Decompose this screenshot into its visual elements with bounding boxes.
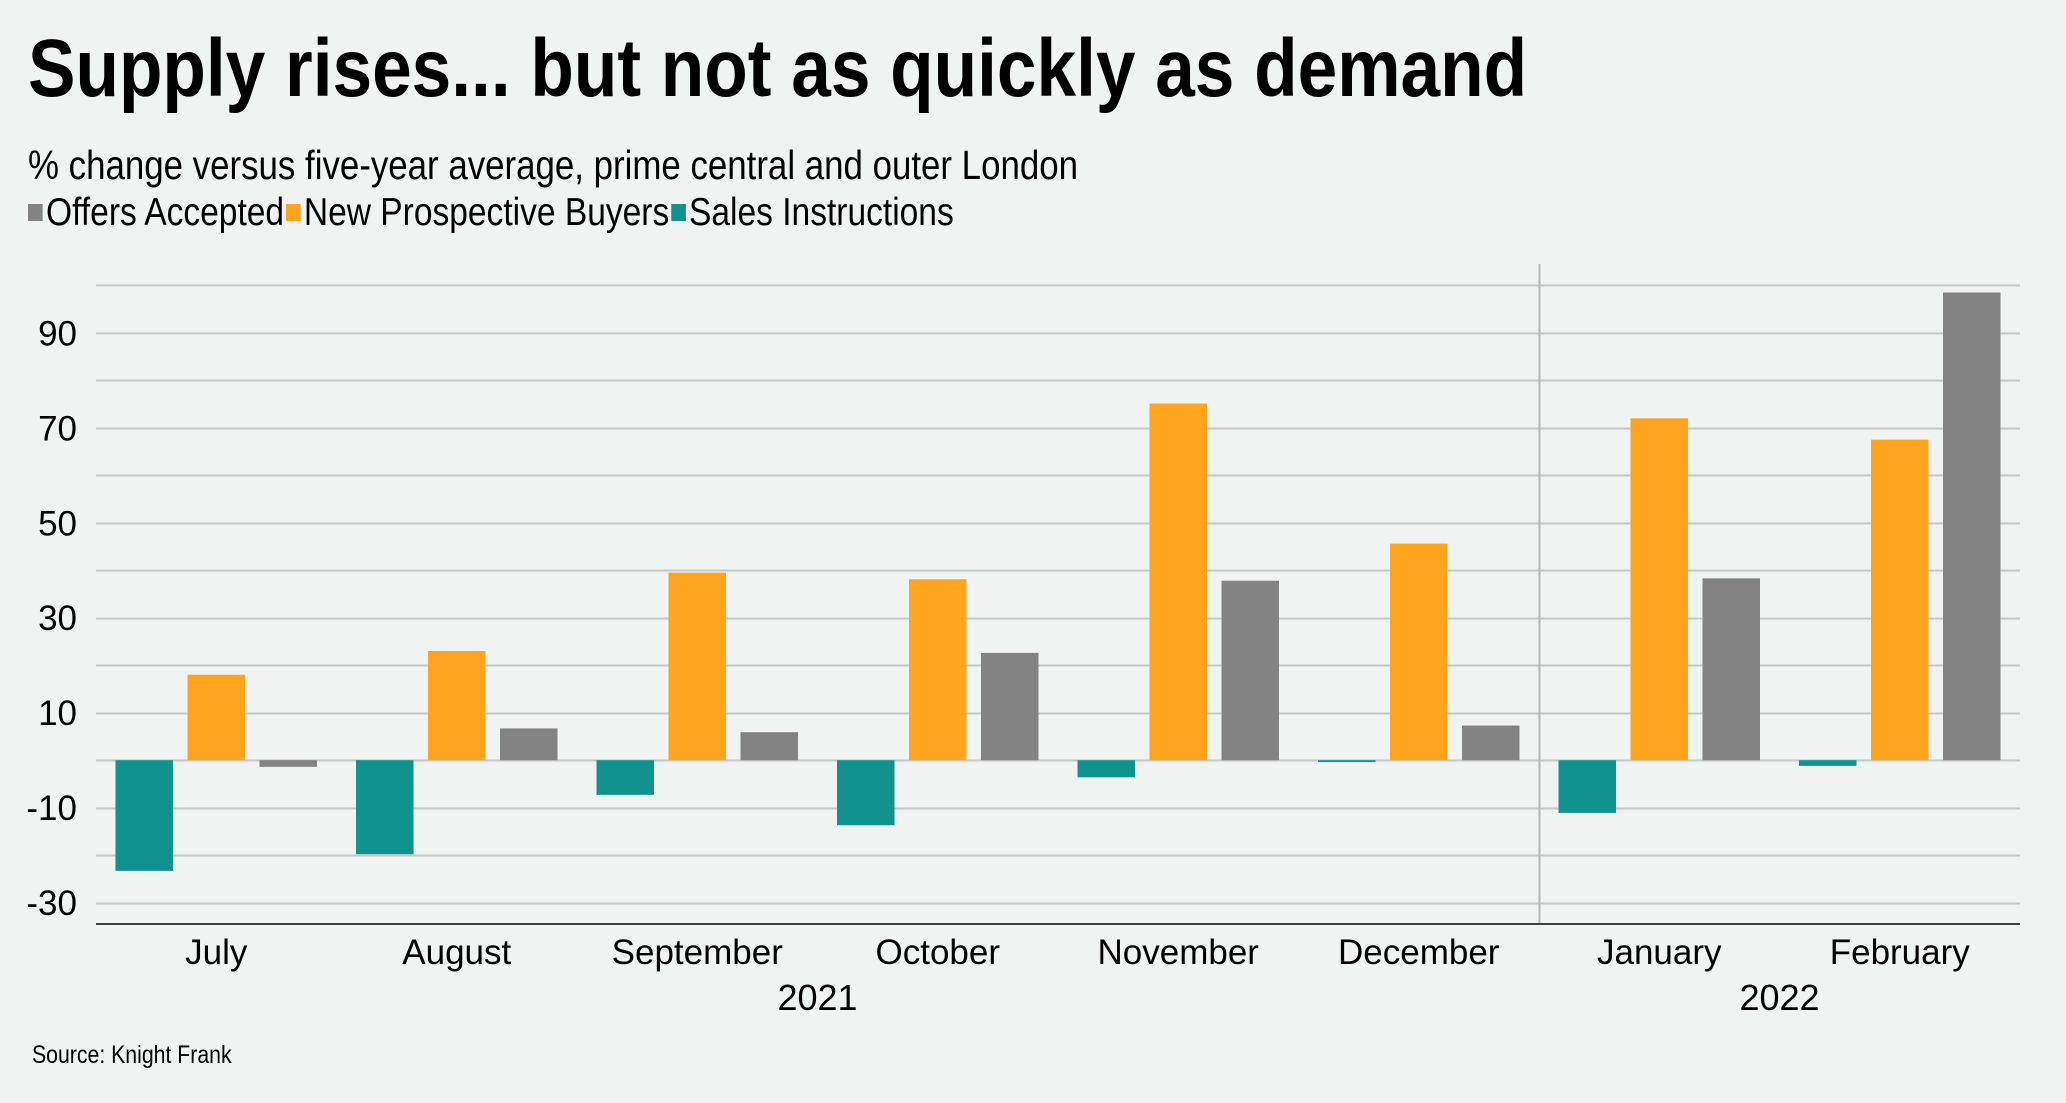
bar-offers-accepted-february (1943, 292, 2001, 761)
bar-offers-accepted-november (1221, 580, 1279, 761)
legend-item-new-prospective-buyers: New Prospective Buyers (285, 191, 670, 234)
legend-swatch-new-prospective-buyers (285, 204, 301, 221)
x-tick-label: January (1597, 933, 1722, 972)
bar-sales-instructions-november (1077, 760, 1135, 778)
bar-new-prospective-buyers-september (668, 572, 726, 761)
y-tick-label: 30 (38, 599, 77, 638)
y-tick-label: -10 (26, 789, 77, 828)
bar-new-prospective-buyers-november (1149, 403, 1207, 761)
bar-sales-instructions-january (1558, 760, 1616, 813)
bar-sales-instructions-september (596, 760, 654, 795)
y-tick-label: 70 (38, 409, 77, 448)
bar-new-prospective-buyers-december (1390, 543, 1448, 761)
x-tick-label: August (402, 933, 511, 972)
legend-label: Sales Instructions (689, 191, 954, 234)
year-labels: 2021 2022 (777, 977, 1819, 1018)
bar-new-prospective-buyers-july (187, 674, 245, 761)
x-tick-label: September (612, 933, 784, 972)
legend-swatch-offers-accepted (28, 204, 43, 221)
year-label: 2021 (777, 977, 857, 1018)
gridlines (96, 284, 2020, 905)
legend-item-offers-accepted: Offers Accepted (28, 193, 284, 232)
bar-sales-instructions-february (1799, 760, 1857, 766)
chart-title: Supply rises... but not as quickly as de… (28, 23, 1528, 114)
bar-sales-instructions-october (837, 760, 895, 826)
x-axis-labels: July August September October November Decemb… (185, 933, 1970, 972)
x-tick-label: December (1338, 933, 1500, 972)
bar-sales-instructions-december (1318, 760, 1376, 763)
x-tick-label: November (1098, 933, 1260, 972)
source-note: Source: Knight Frank (32, 1041, 232, 1069)
bar-new-prospective-buyers-january (1630, 418, 1688, 761)
chart-subtitle: % change versus five-year average, prime… (28, 142, 1078, 188)
x-tick-label: February (1830, 933, 1971, 972)
legend-swatch-sales-instructions (670, 204, 686, 221)
y-tick-label: 90 (38, 314, 77, 353)
bar-sales-instructions-august (356, 760, 414, 855)
bar-sales-instructions-july (115, 760, 173, 871)
bar-offers-accepted-december (1462, 725, 1520, 761)
legend-item-sales-instructions: Sales Instructions (670, 191, 954, 234)
y-axis-labels: 90 70 50 30 10 -10 -30 (26, 314, 77, 923)
bar-new-prospective-buyers-august (428, 650, 486, 761)
year-label: 2022 (1739, 977, 1819, 1018)
bar-new-prospective-buyers-february (1871, 439, 1929, 761)
bar-offers-accepted-july (259, 760, 317, 767)
bar-offers-accepted-september (740, 732, 798, 761)
bar-offers-accepted-august (500, 728, 558, 761)
x-tick-label: July (185, 933, 248, 972)
legend-label: New Prospective Buyers (303, 191, 670, 234)
x-tick-label: October (876, 933, 1001, 972)
bar-offers-accepted-october (981, 652, 1039, 761)
y-tick-label: -30 (26, 884, 77, 923)
bars (115, 292, 2001, 871)
bar-new-prospective-buyers-october (909, 579, 967, 761)
bar-offers-accepted-january (1702, 578, 1760, 761)
y-tick-label: 10 (38, 694, 77, 733)
legend-label: Offers Accepted (46, 191, 285, 234)
legend: Offers Accepted New Prospective Buyers S… (28, 193, 955, 232)
y-tick-label: 50 (38, 504, 77, 543)
